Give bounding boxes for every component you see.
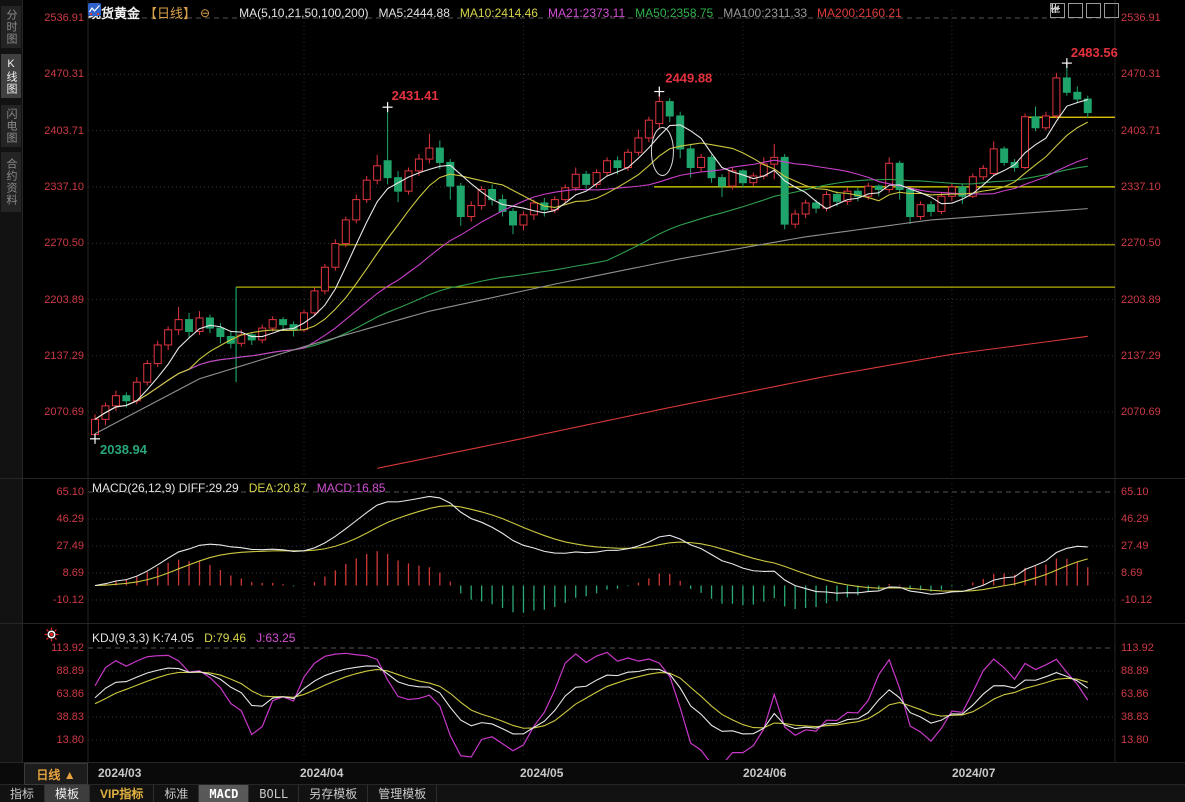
toolbar-item-MACD[interactable]: MACD <box>199 785 250 802</box>
pane-play-icon[interactable] <box>1051 3 1101 18</box>
toolbar-item-模板[interactable]: 模板 <box>45 785 91 802</box>
axis-label: 65.10 <box>1121 486 1149 498</box>
collapse-icon[interactable]: ⊖ <box>200 5 211 20</box>
ma-values: MA(5,10,21,50,100,200) MA5:2444.88 MA10:24… <box>239 6 912 20</box>
axis-label: 2536.91 <box>44 12 84 24</box>
axis-label: 2403.71 <box>44 124 84 137</box>
chart-header: 现货黄金 【日线】 ⊖ MA(5,10,21,50,100,200) MA5:24… <box>88 3 912 22</box>
axis-label: -10.12 <box>1121 594 1153 606</box>
axis-label: 2270.50 <box>1121 237 1161 250</box>
ma-value: MA5:2444.88 <box>378 5 450 20</box>
month-label: 2024/03 <box>98 766 142 780</box>
pane-export-icon[interactable] <box>1052 3 1119 18</box>
svg-text:2483.56: 2483.56 <box>1071 45 1118 60</box>
panel-separator <box>0 623 1185 624</box>
axis-label: 2470.31 <box>1121 68 1161 81</box>
indicator-chart-icon[interactable] <box>88 3 231 19</box>
axis-label: 38.83 <box>56 711 84 723</box>
month-label: 2024/04 <box>300 766 344 780</box>
time-axis: 日线 ▲ 2024/03 2024/04 2024/05 2024/06 2024/07 <box>0 763 1185 785</box>
axis-label: 113.92 <box>51 642 84 654</box>
axis-label: 2536.91 <box>1121 12 1161 24</box>
indicator-value: D:79.46 <box>204 631 247 645</box>
axis-label: 13.80 <box>1121 734 1149 746</box>
indicator-value: MACD(26,12,9) DIFF:29.29 <box>92 481 239 495</box>
period-selector-button[interactable]: 日线 ▲ <box>24 763 88 785</box>
toolbar-item-另存模板[interactable]: 另存模板 <box>299 785 369 802</box>
axis-label: 46.29 <box>1121 513 1149 525</box>
symbol-title: 现货黄金 <box>88 6 141 21</box>
macd-indicator-header: MACD(26,12,9) DIFF:29.29 DEA:20.87 MACD:16… <box>92 481 395 495</box>
ma-value: MA200:2160.21 <box>817 5 902 20</box>
sidebar-tab-time-chart[interactable]: 分时图 <box>1 6 21 48</box>
indicator-value: MACD:16.85 <box>316 481 386 495</box>
axis-label: 2203.89 <box>44 293 84 306</box>
chart-tools <box>1050 3 1119 18</box>
axis-label: 2203.89 <box>1121 293 1161 306</box>
axis-label: 63.86 <box>56 688 84 700</box>
indicator-value: DEA:20.87 <box>248 481 307 495</box>
axis-label: 65.10 <box>56 486 84 498</box>
axis-label: 2070.69 <box>44 406 84 419</box>
toolbar-item-指标[interactable]: 指标 <box>0 785 46 802</box>
ma-value: MA100:2311.33 <box>723 5 808 20</box>
month-label: 2024/07 <box>952 766 996 780</box>
axis-label: 63.86 <box>1121 688 1149 700</box>
kdj-indicator-header: KDJ(9,3,3) K:74.05 D:79.46 J:63.25 <box>92 631 305 645</box>
sidebar-tab-kline-chart[interactable]: K线图 <box>1 54 21 98</box>
toolbar-item-管理模板[interactable]: 管理模板 <box>368 785 438 802</box>
toolbar-item-标准[interactable]: 标准 <box>154 785 200 802</box>
axis-label: -10.12 <box>52 594 84 606</box>
axis-label: 27.49 <box>1121 540 1149 552</box>
axis-label: 2337.10 <box>1121 180 1161 193</box>
indicator-value: KDJ(9,3,3) K:74.05 <box>92 631 195 645</box>
axis-label: 8.69 <box>1121 567 1143 579</box>
axis-label: 113.92 <box>1121 642 1154 654</box>
panel-separator <box>0 784 1185 785</box>
bottom-toolbar: 指标 模板 VIP指标 标准 MACD BOLL 另存模板 管理模板 <box>0 785 1185 802</box>
pane-chart-icon[interactable] <box>1051 3 1083 18</box>
toolbar-item-VIP指标[interactable]: VIP指标 <box>90 785 155 802</box>
indicator-settings-icon[interactable] <box>44 627 59 642</box>
axis-label: 46.29 <box>56 513 84 525</box>
axis-label: 88.89 <box>1121 665 1149 677</box>
toolbar-item-BOLL[interactable]: BOLL <box>249 785 300 802</box>
period-tag: 【日线】 <box>144 6 197 21</box>
indicator-value: J:63.25 <box>256 631 296 645</box>
svg-text:2449.88: 2449.88 <box>665 71 712 86</box>
axis-label: 8.69 <box>62 567 84 579</box>
month-label: 2024/06 <box>743 766 787 780</box>
axis-label: 2137.29 <box>44 349 84 362</box>
axis-label: 2403.71 <box>1121 124 1161 137</box>
svg-text:2431.41: 2431.41 <box>392 88 439 103</box>
axis-label: 2270.50 <box>44 237 84 250</box>
axis-label: 27.49 <box>56 540 84 552</box>
ma-value: MA50:2358.75 <box>635 5 714 20</box>
ma-value: MA(5,10,21,50,100,200) <box>239 5 369 20</box>
panel-separator <box>0 478 1185 479</box>
month-label: 2024/05 <box>520 766 564 780</box>
axis-label: 2470.31 <box>44 68 84 81</box>
axis-label: 13.80 <box>56 734 84 746</box>
axis-label: 2337.10 <box>44 180 84 193</box>
axis-label: 2070.69 <box>1121 406 1161 419</box>
sidebar-tab-contract-info[interactable]: 合约资料 <box>1 152 21 212</box>
ma-value: MA10:2414.46 <box>459 5 538 20</box>
axis-label: 38.83 <box>1121 711 1149 723</box>
ma-value: MA21:2373.11 <box>547 5 626 20</box>
svg-text:2038.94: 2038.94 <box>100 442 148 457</box>
left-sidebar: 分时图 K线图 闪电图 合约资料 <box>0 0 23 762</box>
sidebar-tab-flash-chart[interactable]: 闪电图 <box>1 105 21 147</box>
panel-separator <box>0 762 1185 763</box>
axis-label: 88.89 <box>56 665 84 677</box>
axis-label: 2137.29 <box>1121 349 1161 362</box>
